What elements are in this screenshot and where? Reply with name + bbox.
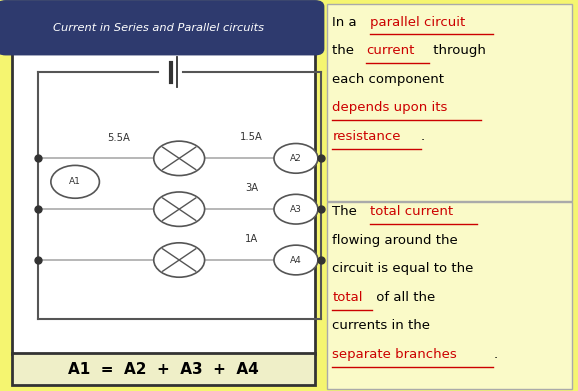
Text: Current in Series and Parallel circuits: Current in Series and Parallel circuits [53, 23, 265, 33]
Text: circuit is equal to the: circuit is equal to the [332, 262, 474, 275]
Text: A1: A1 [69, 177, 81, 187]
FancyBboxPatch shape [12, 353, 315, 385]
Text: .: . [493, 348, 498, 361]
Text: each component: each component [332, 73, 444, 86]
Circle shape [51, 165, 99, 198]
Text: total current: total current [370, 205, 453, 218]
Text: 1.5A: 1.5A [240, 132, 263, 142]
FancyBboxPatch shape [327, 202, 572, 389]
Text: 3A: 3A [245, 183, 258, 194]
Text: In a: In a [332, 16, 361, 29]
Text: total: total [332, 291, 363, 304]
Text: currents in the: currents in the [332, 319, 431, 332]
Circle shape [154, 243, 205, 277]
Text: flowing around the: flowing around the [332, 234, 458, 247]
Text: through: through [429, 44, 486, 57]
Text: A2: A2 [290, 154, 302, 163]
Text: A4: A4 [290, 255, 302, 265]
Text: A1  =  A2  +  A3  +  A4: A1 = A2 + A3 + A4 [68, 362, 259, 377]
Text: separate branches: separate branches [332, 348, 457, 361]
Text: A3: A3 [290, 204, 302, 214]
Circle shape [154, 192, 205, 226]
FancyBboxPatch shape [327, 4, 572, 201]
Text: 1A: 1A [245, 234, 258, 244]
Text: the: the [332, 44, 358, 57]
FancyBboxPatch shape [12, 53, 315, 354]
Text: of all the: of all the [372, 291, 435, 304]
Text: resistance: resistance [332, 130, 401, 143]
Circle shape [274, 245, 318, 275]
Circle shape [154, 141, 205, 176]
Text: .: . [421, 130, 425, 143]
Text: current: current [366, 44, 414, 57]
Circle shape [274, 143, 318, 173]
Circle shape [274, 194, 318, 224]
Text: 5.5A: 5.5A [107, 133, 130, 143]
Text: The: The [332, 205, 361, 218]
FancyBboxPatch shape [0, 1, 324, 55]
Text: depends upon its: depends upon its [332, 101, 448, 114]
Text: parallel circuit: parallel circuit [369, 16, 465, 29]
